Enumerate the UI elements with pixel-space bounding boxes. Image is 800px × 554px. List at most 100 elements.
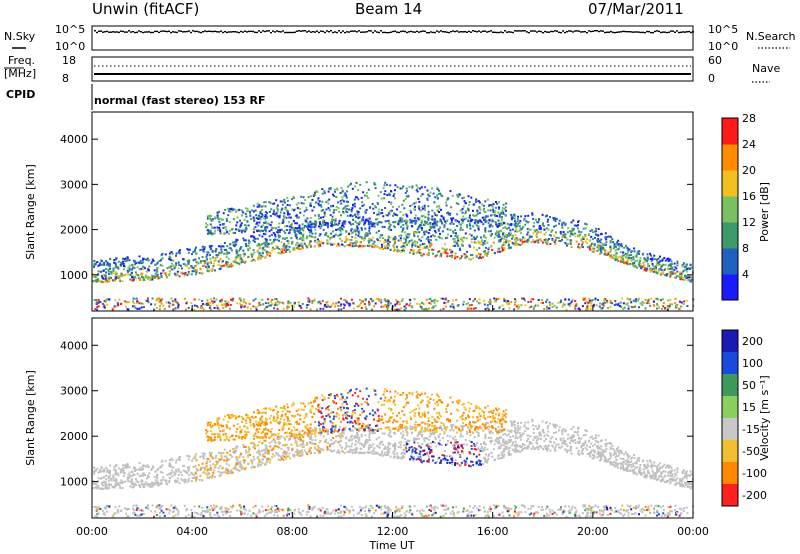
echo-cell: [685, 275, 688, 278]
echo-cell: [643, 463, 646, 466]
echo-cell: [358, 304, 361, 307]
echo-cell: [257, 258, 260, 261]
echo-cell: [426, 460, 429, 463]
echo-cell: [530, 235, 533, 238]
echo-cell: [627, 249, 630, 252]
echo-cell: [520, 242, 523, 245]
echo-cell: [281, 203, 284, 206]
echo-cell: [660, 264, 663, 267]
echo-cell: [517, 422, 519, 425]
echo-cell: [95, 486, 98, 489]
echo-cell: [373, 452, 376, 455]
noise-sample: [348, 31, 350, 33]
echo-cell: [199, 268, 202, 271]
echo-cell: [376, 213, 379, 216]
echo-cell: [320, 209, 323, 212]
noise-sample: [108, 31, 110, 33]
echo-cell: [168, 266, 171, 268]
echo-cell: [434, 223, 437, 226]
echo-cell: [401, 228, 404, 231]
echo-cell: [602, 304, 605, 307]
echo-cell: [454, 234, 457, 237]
echo-cell: [470, 234, 473, 237]
echo-cell: [295, 214, 298, 217]
echo-cell: [486, 254, 488, 257]
echo-cell: [247, 249, 250, 252]
echo-cell: [498, 247, 501, 250]
echo-cell: [207, 217, 209, 220]
echo-cell: [357, 231, 360, 234]
echo-cell: [249, 247, 251, 250]
echo-cell: [502, 203, 505, 206]
echo-cell: [583, 236, 586, 239]
echo-cell: [669, 482, 672, 485]
echo-cell: [218, 220, 221, 223]
echo-cell: [96, 308, 99, 311]
echo-cell: [384, 220, 387, 223]
echo-cell: [646, 253, 649, 256]
echo-cell: [617, 239, 620, 242]
echo-cell: [277, 302, 280, 305]
echo-cell: [373, 240, 376, 243]
echo-cell: [569, 305, 572, 308]
echo-cell: [491, 439, 493, 442]
echo-cell: [656, 262, 659, 265]
echo-cell: [421, 215, 424, 218]
echo-cell: [208, 307, 211, 309]
echo-cell: [314, 228, 317, 231]
echo-cell: [535, 441, 538, 444]
echo-cell: [471, 224, 474, 227]
noise-sample: [412, 31, 414, 33]
echo-cell: [434, 231, 437, 234]
echo-cell: [470, 441, 473, 444]
echo-cell: [324, 223, 327, 226]
echo-cell: [327, 305, 330, 308]
echo-cell: [229, 264, 232, 266]
echo-cell: [679, 278, 682, 281]
echo-cell: [435, 461, 438, 464]
echo-cell: [127, 273, 130, 276]
echo-cell: [257, 214, 260, 217]
echo-cell: [622, 308, 625, 310]
echo-cell: [264, 220, 267, 223]
echo-cell: [345, 235, 348, 238]
echo-cell: [504, 226, 507, 229]
echo-cell: [152, 466, 155, 469]
echo-cell: [173, 267, 176, 270]
echo-cell: [468, 224, 471, 227]
echo-cell: [372, 242, 375, 245]
echo-cell: [609, 448, 612, 451]
echo-cell: [390, 228, 393, 231]
echo-cell: [133, 263, 136, 266]
echo-cell: [470, 218, 473, 221]
echo-cell: [326, 446, 329, 448]
noise-sample: [374, 30, 376, 32]
echo-cell: [119, 303, 122, 305]
echo-cell: [144, 481, 147, 484]
echo-cell: [117, 275, 119, 278]
echo-cell: [433, 201, 436, 204]
echo-cell: [639, 466, 642, 469]
echo-cell: [433, 212, 436, 214]
echo-cell: [439, 192, 442, 195]
echo-cell: [147, 268, 150, 271]
echo-cell: [152, 259, 155, 262]
echo-cell: [238, 230, 240, 232]
echo-cell: [368, 439, 371, 441]
echo-cell: [652, 300, 655, 303]
echo-cell: [176, 302, 179, 305]
echo-cell: [328, 187, 331, 190]
echo-cell: [92, 482, 95, 485]
echo-cell: [595, 304, 598, 307]
echo-cell: [388, 213, 391, 216]
echo-cell: [452, 299, 454, 302]
echo-cell: [510, 213, 513, 216]
noise-sample: [276, 30, 278, 32]
echo-cell: [219, 258, 222, 261]
echo-cell: [235, 224, 238, 227]
echo-cell: [503, 208, 506, 210]
echo-cell: [569, 243, 572, 245]
echo-cell: [612, 256, 615, 259]
echo-cell: [669, 474, 672, 477]
echo-cell: [144, 274, 147, 277]
